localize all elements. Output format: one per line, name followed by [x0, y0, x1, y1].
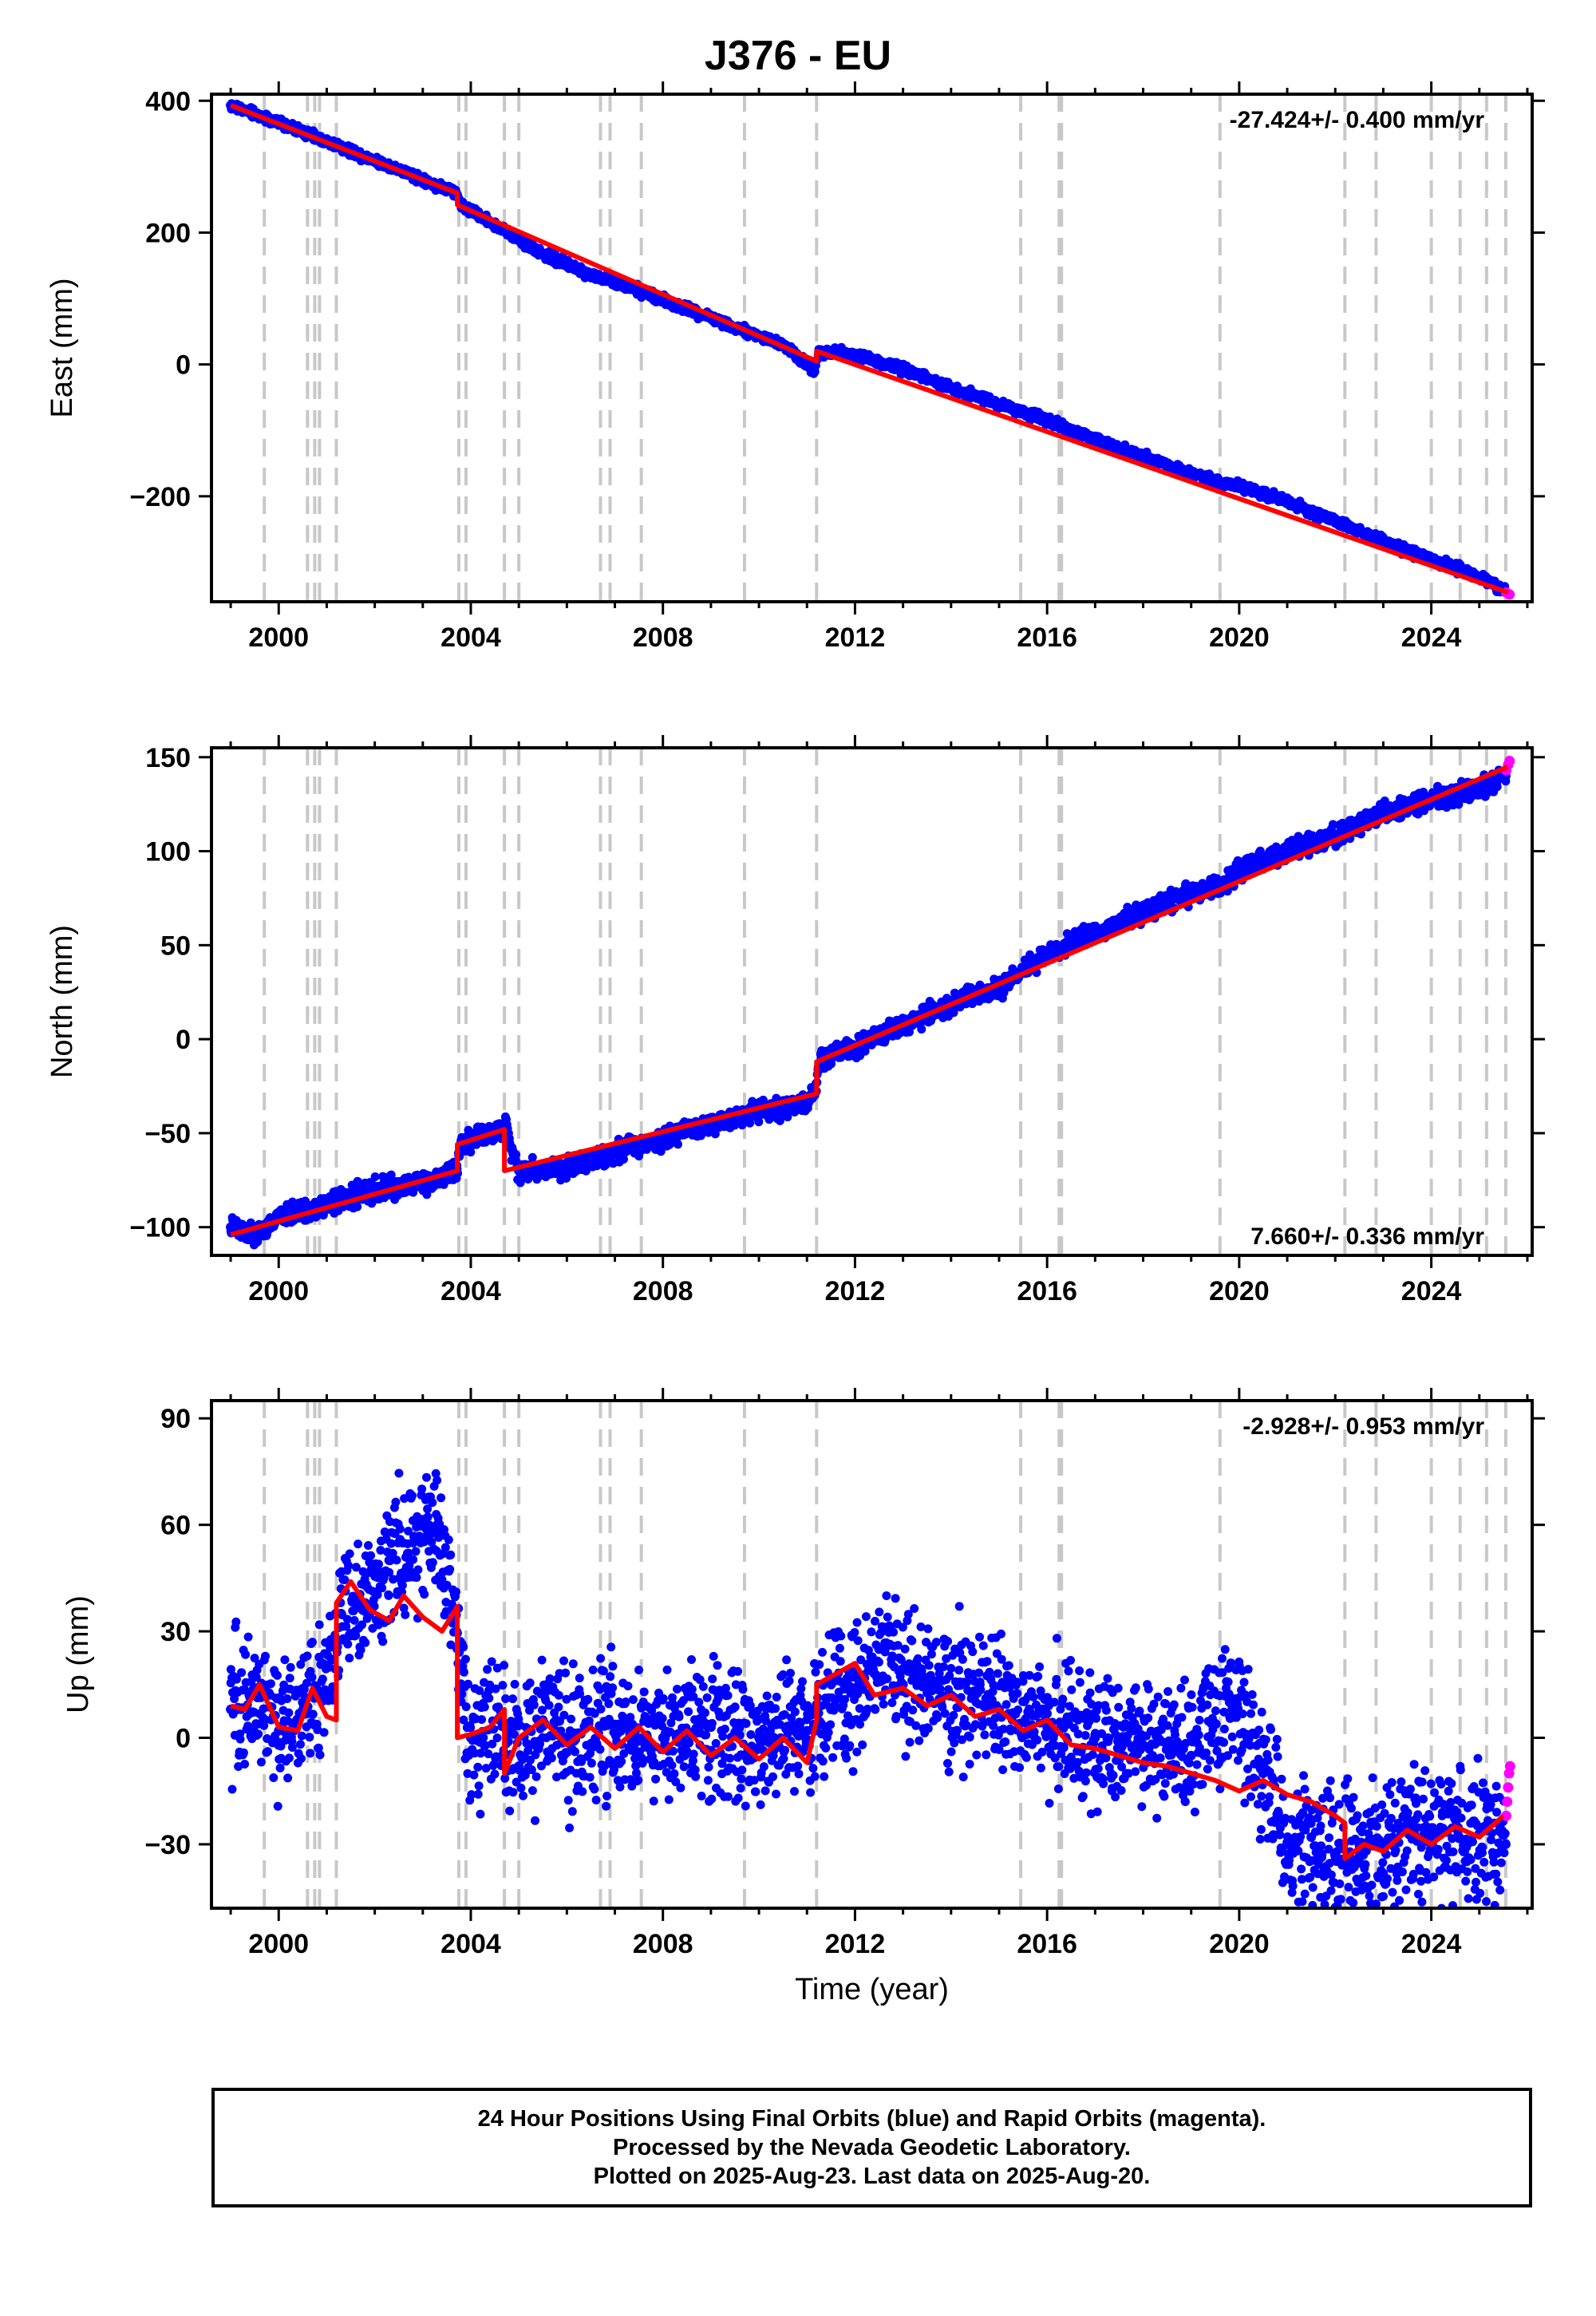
- data-point: [656, 1147, 666, 1156]
- final-orbit-point: [1090, 433, 1100, 444]
- final-orbit-point: [1330, 516, 1341, 527]
- data-point: [353, 1202, 362, 1211]
- final-orbit-points: [226, 99, 1511, 597]
- chart-title: J376 - EU: [704, 33, 892, 79]
- data-point: [619, 1155, 628, 1164]
- rate-annotation: -27.424+/- 0.400 mm/yr: [1230, 107, 1485, 133]
- y-axis-label: East (mm): [45, 278, 79, 417]
- final-orbit-point: [586, 270, 596, 280]
- final-orbit-point: [1426, 554, 1436, 564]
- data-point: [466, 1148, 476, 1157]
- y-tick-label: 200: [145, 218, 191, 248]
- y-tick-label: 400: [145, 86, 191, 117]
- y-tick-label: −200: [129, 482, 191, 512]
- final-orbit-point: [850, 350, 860, 360]
- plot-frame: [210, 93, 1534, 603]
- final-orbit-point: [809, 366, 820, 376]
- final-orbit-point: [898, 364, 908, 374]
- data-point: [1025, 950, 1035, 959]
- x-tick-label: 2012: [825, 622, 886, 653]
- data-point: [422, 1190, 432, 1199]
- data-point: [527, 1152, 537, 1162]
- final-orbit-point: [634, 286, 644, 296]
- panel-east: 2000 2004 2008 2012 2016 2020 20244002000−200E…: [45, 81, 1545, 653]
- data-point: [917, 1025, 926, 1034]
- final-orbit-point: [1378, 536, 1389, 547]
- data-point: [949, 1008, 958, 1018]
- final-orbit-point: [538, 248, 548, 259]
- panel-north: 2000 2004 2008 2012 2016 2020 2024150100500−50…: [45, 735, 1545, 1306]
- final-orbit-point: [1138, 452, 1148, 462]
- final-orbit-point: [1042, 415, 1053, 425]
- x-tick-label: 2020: [1209, 622, 1270, 653]
- final-orbit-point: [1186, 468, 1196, 478]
- data-point: [710, 1129, 720, 1139]
- x-tick-label: 2008: [633, 622, 693, 653]
- final-orbit-points: [226, 765, 1511, 1250]
- data-point: [562, 1173, 571, 1183]
- x-tick-label: 2016: [1017, 622, 1077, 653]
- x-tick-label: 2000: [248, 622, 309, 653]
- final-orbit-point: [1215, 478, 1225, 488]
- final-orbit-point: [946, 382, 956, 393]
- data-point: [1212, 874, 1222, 883]
- data-point: [674, 1140, 682, 1149]
- data-point: [581, 1166, 591, 1176]
- data-point: [754, 1117, 764, 1127]
- data-point: [516, 1178, 525, 1188]
- data-point: [512, 1150, 521, 1160]
- final-orbit-point: [1282, 496, 1293, 507]
- data-point: [370, 1172, 380, 1181]
- y-tick-label: 0: [176, 350, 191, 381]
- model-line: [230, 103, 1509, 595]
- x-tick-label: 2004: [440, 622, 501, 653]
- final-orbit-point: [994, 399, 1004, 409]
- final-orbit-point: [1234, 481, 1244, 492]
- x-tick-label: 2024: [1401, 622, 1462, 653]
